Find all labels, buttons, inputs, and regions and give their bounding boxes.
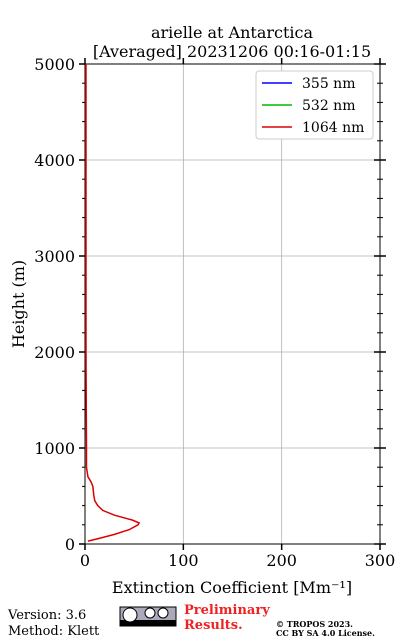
copyright: © TROPOS 2023. — [276, 619, 353, 629]
chart-title: arielle at Antarctica — [151, 23, 314, 42]
version: Version: 3.6 — [7, 608, 86, 623]
y-tick-label: 4000 — [34, 151, 75, 170]
copyright: CC BY SA 4.0 License. — [276, 628, 375, 638]
y-tick-label: 1000 — [34, 439, 75, 458]
legend-label: 532 nm — [302, 98, 355, 114]
y-tick-label: 5000 — [34, 55, 75, 74]
method: Method: Klett — [8, 624, 100, 639]
y-tick-label: 3000 — [34, 247, 75, 266]
legend-label: 1064 nm — [302, 120, 364, 136]
y-axis-label: Height (m) — [9, 260, 28, 348]
line — [85, 64, 141, 542]
y-tick-label: 0 — [65, 535, 75, 554]
preliminary: Preliminary — [184, 603, 270, 618]
x-tick-label: 0 — [80, 551, 90, 570]
y-tick-label: 2000 — [34, 343, 75, 362]
legend-label: 355 nm — [302, 76, 355, 92]
chart-title: [Averaged] 20231206 00:16-01:15 — [93, 42, 371, 61]
x-tick-label: 300 — [365, 551, 396, 570]
preliminary: Results. — [184, 618, 243, 633]
legend-box — [255, 70, 374, 140]
x-tick-label: 200 — [266, 551, 297, 570]
x-axis-label: Extinction Coefficient [Mm⁻¹] — [112, 578, 352, 597]
x-tick-label: 100 — [168, 551, 199, 570]
cc-logo — [119, 606, 177, 627]
plot-frame — [84, 63, 381, 545]
